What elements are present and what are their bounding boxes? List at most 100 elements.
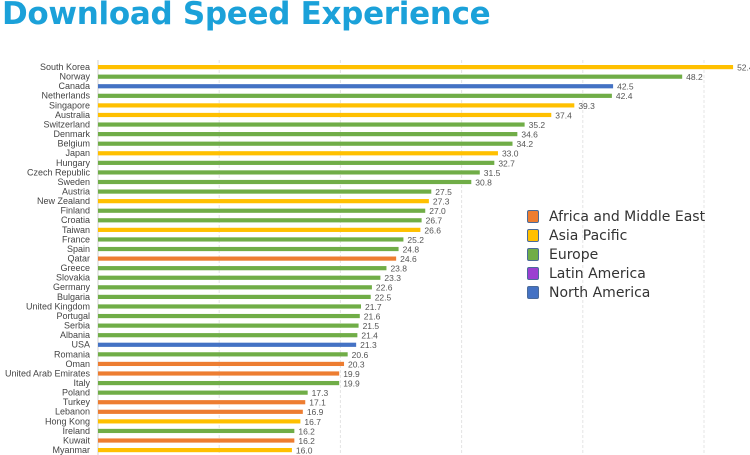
bar [98, 323, 359, 328]
bar [98, 122, 525, 127]
data-label: 34.2 [517, 139, 534, 149]
data-label: 31.5 [484, 168, 501, 178]
bar [98, 237, 404, 242]
bar [98, 218, 422, 223]
data-label: 23.3 [384, 273, 401, 283]
bar [98, 361, 345, 367]
data-label: 39.3 [578, 101, 595, 111]
category-label: Hungary [56, 158, 91, 168]
bar [98, 371, 340, 376]
category-label: Sweden [57, 177, 90, 187]
data-label: 27.3 [433, 197, 450, 207]
category-label: United Kingdom [26, 301, 90, 311]
category-label: Taiwan [62, 225, 90, 235]
data-label: 21.7 [365, 302, 382, 312]
category-label: Serbia [64, 321, 90, 331]
bar [98, 285, 372, 290]
bar [98, 132, 518, 137]
category-label: Germany [53, 282, 91, 292]
data-label: 21.5 [363, 321, 380, 331]
data-label: 48.2 [686, 72, 703, 82]
bar [98, 246, 399, 252]
data-label: 19.9 [343, 369, 360, 379]
bar [98, 170, 480, 175]
data-label: 26.7 [426, 216, 443, 226]
legend-label: North America [549, 284, 651, 301]
category-label: Lebanon [55, 407, 90, 417]
category-label: France [62, 234, 90, 244]
bar [98, 160, 495, 165]
bar [98, 428, 295, 434]
category-label: United Arab Emirates [5, 368, 91, 378]
legend-swatch [527, 210, 539, 223]
category-label: Belgium [57, 139, 90, 149]
category-label: Poland [62, 388, 90, 398]
bar [98, 179, 472, 185]
legend-item: Africa and Middle East [527, 207, 705, 226]
category-label: USA [71, 340, 90, 350]
category-label: New Zealand [37, 196, 90, 206]
bar [98, 352, 348, 357]
data-label: 21.6 [364, 311, 381, 321]
data-label: 16.9 [307, 407, 324, 417]
category-label: Austria [62, 186, 90, 196]
category-label: Romania [54, 349, 90, 359]
category-label: Japan [65, 148, 90, 158]
data-label: 32.7 [498, 158, 515, 168]
category-label: Czech Republic [27, 167, 91, 177]
bar [98, 333, 358, 338]
bar [98, 208, 426, 213]
category-label: Canada [58, 81, 90, 91]
data-label: 24.8 [403, 244, 420, 254]
legend-swatch [527, 286, 539, 299]
legend-label: Africa and Middle East [549, 208, 706, 225]
category-label: Bulgaria [57, 292, 90, 302]
category-label: Oman [65, 359, 90, 369]
category-label: Albania [60, 330, 90, 340]
data-label: 16.2 [298, 436, 315, 446]
bar [98, 400, 306, 405]
data-label: 20.6 [352, 350, 369, 360]
data-label: 27.5 [435, 187, 452, 197]
bar [98, 112, 552, 118]
category-label: Greece [60, 263, 90, 273]
legend-label: Europe [549, 246, 599, 263]
bar [98, 65, 734, 70]
bar [98, 199, 429, 204]
category-label: Myanmar [52, 445, 90, 455]
bar [98, 275, 381, 280]
bar [98, 93, 612, 98]
category-label: South Korea [40, 62, 90, 72]
bar [98, 390, 308, 395]
bar [98, 74, 683, 79]
category-label: Turkey [63, 397, 91, 407]
category-label: Switzerland [43, 119, 90, 129]
legend-swatch [527, 229, 539, 242]
data-label: 22.5 [375, 292, 392, 302]
data-label: 33.0 [502, 149, 519, 159]
data-label: 19.9 [343, 378, 360, 388]
bar [98, 266, 387, 271]
data-label: 27.0 [429, 206, 446, 216]
bar [98, 103, 575, 108]
category-label: Spain [67, 244, 90, 254]
data-label: 17.1 [309, 398, 326, 408]
legend-label: Latin America [549, 265, 646, 282]
data-label: 34.6 [521, 130, 538, 140]
bar [98, 256, 397, 261]
data-label: 21.4 [361, 331, 378, 341]
data-label: 24.6 [400, 254, 417, 264]
legend-item: North America [527, 283, 705, 302]
category-label: Slovakia [56, 273, 90, 283]
chart-title: Download Speed Experience [2, 0, 491, 32]
bar [98, 409, 303, 414]
category-label: Norway [59, 72, 90, 82]
data-label: 16.2 [298, 426, 315, 436]
data-label: 35.2 [529, 120, 546, 130]
category-label: Singapore [49, 100, 90, 110]
category-label: Australia [55, 110, 90, 120]
bar [98, 141, 513, 146]
data-label: 42.5 [617, 82, 634, 92]
category-label: Portugal [56, 311, 90, 321]
